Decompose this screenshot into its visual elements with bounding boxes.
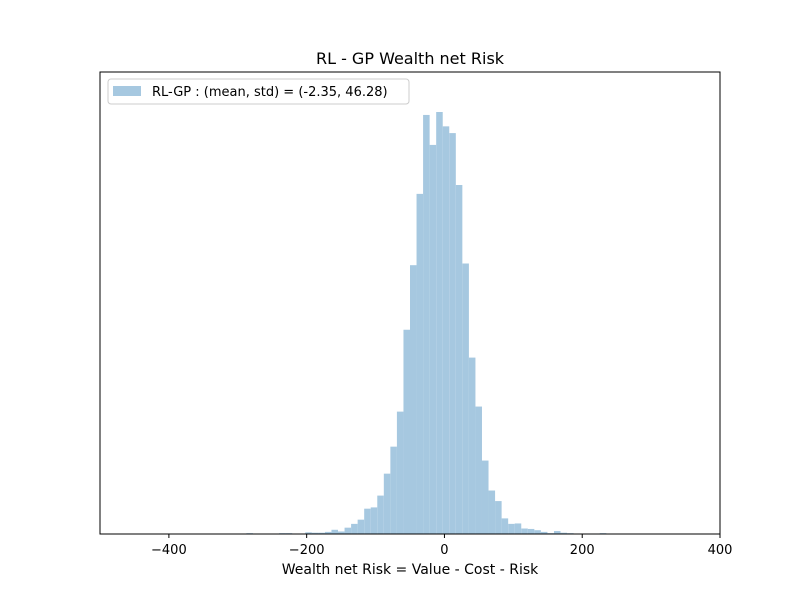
x-axis-ticks: −400 −200 0 200 400 — [151, 534, 732, 558]
plot-area-frame — [99, 71, 721, 535]
histogram-bar — [403, 329, 410, 534]
histogram-bar — [521, 528, 528, 534]
histogram-bar — [540, 531, 548, 534]
histogram-bars — [148, 112, 679, 535]
histogram-bar — [324, 531, 332, 534]
x-tick-label: 0 — [440, 543, 448, 558]
legend-swatch — [113, 86, 141, 96]
histogram-bar — [468, 357, 476, 534]
histogram-bar — [396, 411, 404, 534]
histogram-bar — [527, 528, 535, 534]
histogram-bar — [475, 406, 482, 534]
histogram-bar — [534, 530, 541, 534]
histogram-bar — [338, 531, 345, 534]
histogram-bar — [508, 523, 515, 534]
histogram-bar — [390, 446, 397, 534]
histogram-bar — [560, 532, 568, 534]
histogram-bar — [344, 527, 352, 534]
histogram-bar — [318, 532, 325, 534]
histogram-bar — [501, 518, 509, 534]
legend-box — [107, 78, 410, 105]
histogram-bar — [442, 126, 450, 534]
x-tick-label: 200 — [570, 543, 595, 558]
histogram-bar — [423, 114, 430, 534]
x-tick-label: 400 — [708, 543, 733, 558]
histogram-bar — [377, 495, 384, 534]
histogram-bar — [495, 501, 502, 534]
histogram-bar — [311, 532, 319, 534]
histogram-bar — [331, 529, 339, 534]
x-tick-label: −400 — [151, 543, 187, 558]
histogram-bar — [455, 185, 463, 534]
histogram-bar — [481, 460, 489, 534]
histogram-bar — [436, 112, 443, 534]
histogram-bar — [429, 144, 437, 535]
histogram-bar — [416, 193, 424, 534]
histogram-bar — [364, 508, 371, 534]
histogram-bar — [514, 523, 522, 534]
histogram-bar — [351, 523, 358, 534]
x-tick-label: −200 — [289, 543, 325, 558]
histogram-bar — [370, 507, 378, 534]
histogram-bar — [383, 473, 391, 534]
x-axis-label: Wealth net Risk = Value - Cost - Risk — [282, 562, 539, 578]
histogram-bar — [462, 263, 469, 534]
legend-entry-label: RL-GP : (mean, std) = (-2.35, 46.28) — [152, 85, 388, 100]
histogram-bar — [357, 519, 365, 534]
legend: RL-GP : (mean, std) = (-2.35, 46.28) — [107, 78, 410, 105]
histogram-bar — [553, 531, 561, 534]
histogram-bar — [449, 133, 456, 534]
histogram-bar — [488, 490, 496, 534]
histogram-bar — [410, 265, 417, 534]
histogram-bar — [305, 532, 312, 534]
chart-title: RL - GP Wealth net Risk — [316, 49, 505, 68]
